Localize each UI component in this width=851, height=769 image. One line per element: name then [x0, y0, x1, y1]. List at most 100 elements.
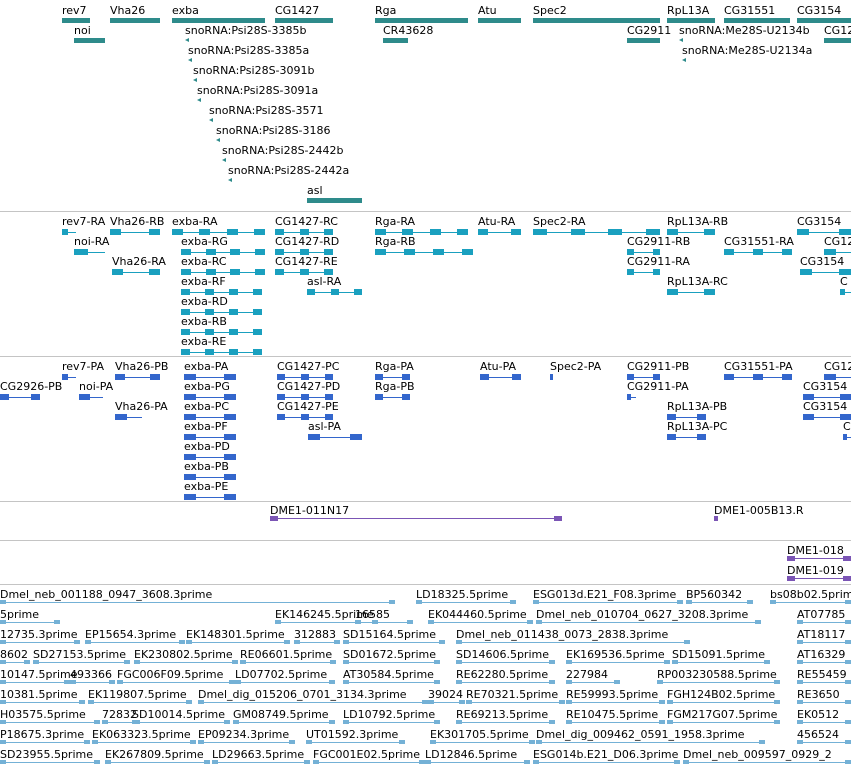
est-feature-label[interactable]: LD12846.5prime [425, 748, 518, 761]
est-feature-label[interactable]: SD15091.5prime [672, 648, 765, 661]
gene-feature[interactable] [533, 18, 660, 23]
est-feature[interactable] [797, 682, 851, 683]
protein-feature-exon[interactable] [840, 394, 851, 400]
est-feature[interactable] [343, 662, 440, 663]
est-feature[interactable] [797, 742, 851, 743]
transcript-feature-exon[interactable] [112, 269, 123, 275]
est-feature-label[interactable]: Dmel_neb_011438_0073_2838.3prime [456, 628, 669, 641]
gene-feature-label[interactable]: snoRNA:Psi28S-2442a [228, 164, 350, 177]
transcript-feature-exon[interactable] [172, 229, 183, 235]
transcript-feature-label[interactable]: CG2911-RB [627, 235, 691, 248]
protein-feature-exon[interactable] [824, 374, 836, 380]
est-feature-label[interactable]: SD14606.5prime [456, 648, 549, 661]
transcript-feature-exon[interactable] [229, 329, 238, 335]
protein-feature-label[interactable]: exba-PF [184, 420, 228, 433]
gene-feature-label[interactable]: Rga [375, 4, 397, 17]
protein-feature-label[interactable]: Vha26-PB [115, 360, 169, 373]
transcript-feature-exon[interactable] [627, 249, 634, 255]
transcript-feature-exon[interactable] [430, 229, 441, 235]
protein-feature-exon[interactable] [667, 414, 676, 420]
protein-feature-label[interactable]: CG1427-PE [277, 400, 339, 413]
est-feature[interactable] [240, 662, 336, 663]
est-feature-label[interactable]: H03575.5prime [0, 708, 86, 721]
est-feature[interactable] [0, 642, 80, 643]
est-feature-label[interactable]: RP003230588.5prime [657, 668, 777, 681]
transcript-feature-label[interactable]: CG3154 [797, 215, 842, 228]
transcript-feature-label[interactable]: exba-RF [181, 275, 226, 288]
transcript-feature-label[interactable]: CG1427-RD [275, 235, 340, 248]
protein-feature-exon[interactable] [697, 414, 706, 420]
est-feature-label[interactable]: 10381.5prime [0, 688, 78, 701]
est-feature[interactable] [0, 722, 100, 723]
gene-feature[interactable] [307, 198, 362, 203]
transcript-feature-exon[interactable] [667, 289, 678, 295]
transcript-feature-exon[interactable] [230, 249, 240, 255]
transcript-feature-exon[interactable] [206, 249, 216, 255]
protein-feature-label[interactable]: CG3154 [803, 380, 848, 393]
protein-feature-label[interactable]: Vha26-PA [115, 400, 168, 413]
est-feature[interactable] [33, 662, 130, 663]
gene-feature[interactable] [478, 18, 521, 23]
gene-feature-label[interactable]: noi [74, 24, 91, 37]
transcript-feature-exon[interactable] [571, 229, 585, 235]
est-feature[interactable] [566, 662, 670, 663]
est-feature-label[interactable]: 16585 [355, 608, 390, 621]
protein-feature-exon[interactable] [667, 434, 676, 440]
gene-feature-label[interactable]: snoRNA:Psi28S-3186 [216, 124, 331, 137]
protein-feature-exon[interactable] [224, 374, 236, 380]
gene-feature[interactable] [74, 38, 105, 43]
protein-feature-exon[interactable] [224, 474, 236, 480]
transcript-feature-exon[interactable] [255, 269, 265, 275]
gene-feature[interactable] [824, 38, 851, 43]
protein-feature-exon[interactable] [224, 434, 236, 440]
protein-feature-label[interactable]: CG2911-PA [627, 380, 689, 393]
transcript-feature-exon[interactable] [205, 289, 214, 295]
est-feature[interactable] [797, 622, 851, 623]
est-feature[interactable] [456, 722, 555, 723]
est-feature[interactable] [466, 702, 565, 703]
est-feature-label[interactable]: FGM217G07.5prime [667, 708, 778, 721]
transcript-feature-exon[interactable] [181, 349, 190, 355]
gene-feature-label[interactable]: CG1427 [275, 4, 320, 17]
transcript-feature-label[interactable]: Atu-RA [478, 215, 516, 228]
transcript-feature-exon[interactable] [253, 309, 262, 315]
est-feature[interactable] [92, 742, 196, 743]
protein-feature-exon[interactable] [62, 374, 68, 380]
transcript-feature-label[interactable]: exba-RB [181, 315, 227, 328]
est-feature[interactable] [343, 642, 445, 643]
est-feature-label[interactable]: RE59993.5prime [566, 688, 659, 701]
transcript-feature-exon[interactable] [324, 249, 333, 255]
protein-feature-exon[interactable] [0, 394, 9, 400]
gene-feature[interactable] [375, 18, 468, 23]
transcript-feature-exon[interactable] [181, 329, 190, 335]
transcript-feature-exon[interactable] [181, 269, 191, 275]
est-feature-label[interactable]: FGC001E02.5prime [313, 748, 421, 761]
transcript-feature-exon[interactable] [181, 309, 190, 315]
transcript-feature-exon[interactable] [253, 329, 262, 335]
est-feature[interactable] [233, 722, 335, 723]
clone-feature[interactable] [270, 518, 562, 519]
gene-feature-label[interactable]: snoRNA:Psi28S-2442b [222, 144, 344, 157]
est-feature-label[interactable]: GM08749.5prime [233, 708, 329, 721]
est-feature-label[interactable]: Dmel_neb_009597_0929_2 [683, 748, 832, 761]
est-feature[interactable] [430, 742, 535, 743]
clone-feature-label[interactable]: DME1-018 [787, 544, 844, 557]
transcript-feature-exon[interactable] [533, 229, 547, 235]
est-feature-label[interactable]: AT30584.5prime [343, 668, 434, 681]
transcript-feature-exon[interactable] [300, 229, 309, 235]
protein-feature-exon[interactable] [301, 414, 309, 420]
transcript-feature-label[interactable]: CG31551-RA [724, 235, 794, 248]
transcript-feature-label[interactable]: CG1427-RE [275, 255, 338, 268]
transcript-feature-exon[interactable] [229, 289, 238, 295]
protein-feature-exon[interactable] [301, 394, 309, 400]
protein-feature-exon[interactable] [840, 414, 851, 420]
est-feature[interactable] [428, 622, 533, 623]
est-feature-label[interactable]: SD23955.5prime [0, 748, 93, 761]
protein-feature-exon[interactable] [653, 374, 660, 380]
transcript-feature-exon[interactable] [307, 289, 315, 295]
protein-feature-exon[interactable] [402, 394, 410, 400]
transcript-feature-exon[interactable] [462, 249, 473, 255]
transcript-feature-exon[interactable] [205, 329, 214, 335]
protein-feature-exon[interactable] [224, 454, 236, 460]
transcript-feature-exon[interactable] [205, 309, 214, 315]
